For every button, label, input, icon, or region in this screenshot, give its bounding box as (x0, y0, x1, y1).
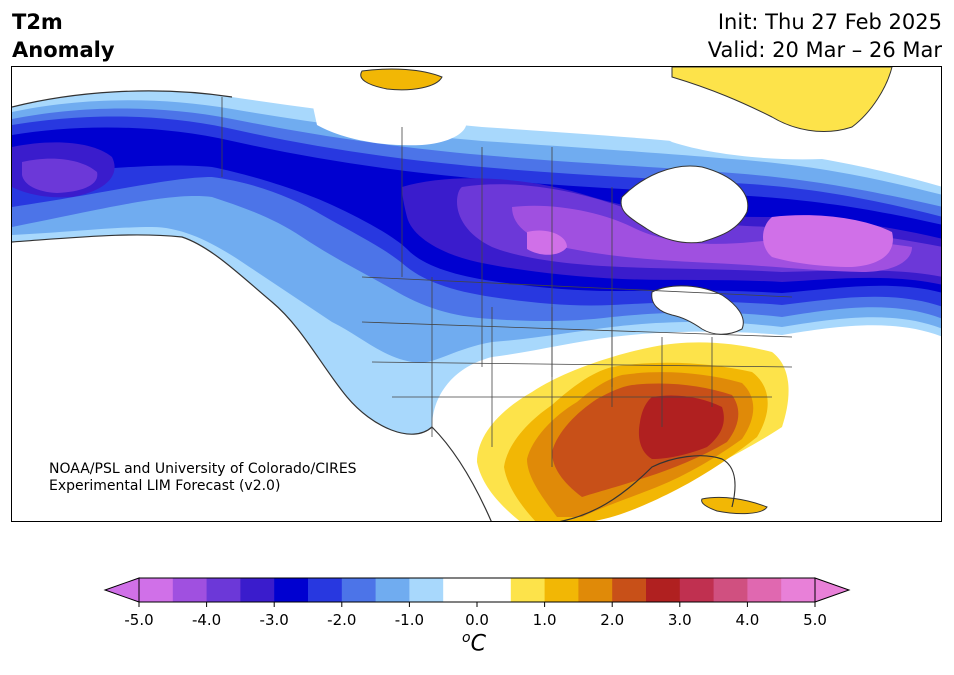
colorbar: -5.0 -4.0 -3.0 -2.0 -1.0 0.0 1.0 2.0 3.0 4.0 5.0 (0, 570, 954, 671)
anomaly-map (11, 66, 942, 522)
colorbar-swatch (274, 578, 309, 602)
colorbar-swatch (139, 578, 174, 602)
colorbar-swatch (510, 578, 546, 602)
arctic-ice (312, 95, 860, 160)
colorbar-swatch (646, 578, 681, 602)
colorbar-tick-label: -4.0 (192, 611, 221, 629)
colorbar-swatch (578, 578, 613, 602)
colorbar-tick-label: -3.0 (260, 611, 289, 629)
political-borders (221, 97, 793, 467)
colorbar-swatch (781, 578, 816, 602)
anomaly-band-plus-2.5 (638, 395, 724, 459)
colorbar-tick-label: 3.0 (668, 611, 692, 629)
title-variable: T2m (12, 10, 63, 34)
hudson-bay (620, 165, 749, 244)
colorbar-swatch (375, 578, 410, 602)
colorbar-swatch (443, 578, 478, 602)
units-celsius: C (470, 631, 486, 657)
coastline (12, 90, 736, 521)
colorbar-swatch (612, 578, 647, 602)
map-title: T2m Anomaly (12, 8, 115, 64)
greenland-warm (671, 67, 893, 133)
colorbar-svg: -5.0 -4.0 -3.0 -2.0 -1.0 0.0 1.0 2.0 3.0 4.0 5.0 (103, 577, 851, 629)
forecast-dates: Init: Thu 27 Feb 2025 Valid: 20 Mar – 26… (708, 8, 942, 64)
great-lakes (651, 285, 744, 335)
colorbar-swatch (172, 578, 208, 602)
colorbar-swatch (409, 578, 444, 602)
pacific-ocean (12, 234, 492, 521)
colorbar-tick-label: -5.0 (124, 611, 153, 629)
credit-line-1: NOAA/PSL and University of Colorado/CIRE… (49, 461, 357, 477)
colorbar-tick-label: -2.0 (327, 611, 356, 629)
valid-dates: Valid: 20 Mar – 26 Mar (707, 38, 942, 62)
colorbar-tick-label: 5.0 (803, 611, 827, 629)
anomaly-band-minus-4.5 (527, 215, 893, 267)
colorbar-tick-label: 1.0 (533, 611, 557, 629)
title-anomaly: Anomaly (12, 38, 115, 62)
colorbar-units: oC (462, 630, 486, 656)
colorbar-extend-low (103, 577, 140, 603)
units-degree: o (462, 630, 471, 646)
colorbar-swatch (544, 578, 579, 602)
colorbar-swatch (679, 578, 715, 602)
init-date: Init: Thu 27 Feb 2025 (717, 10, 942, 34)
colorbar-tick-label: 2.0 (600, 611, 624, 629)
colorbar-tick-label: 4.0 (735, 611, 759, 629)
colorbar-tick-label: 0.0 (465, 611, 489, 629)
colorbar-swatch (206, 578, 241, 602)
forecast-credit: NOAA/PSL and University of Colorado/CIRE… (49, 461, 357, 495)
colorbar-extend-high (814, 577, 851, 603)
colorbar-swatch (713, 578, 748, 602)
map-canvas (12, 67, 941, 521)
arctic-island-warm (360, 68, 443, 91)
colorbar-swatch (240, 578, 275, 602)
colorbar-swatch (477, 578, 512, 602)
credit-line-2: Experimental LIM Forecast (v2.0) (49, 478, 281, 494)
cuba-warm (701, 496, 768, 515)
colorbar-swatch (747, 578, 782, 602)
colorbar-tick-label: -1.0 (395, 611, 424, 629)
colorbar-swatch (341, 578, 377, 602)
colorbar-swatch (308, 578, 343, 602)
